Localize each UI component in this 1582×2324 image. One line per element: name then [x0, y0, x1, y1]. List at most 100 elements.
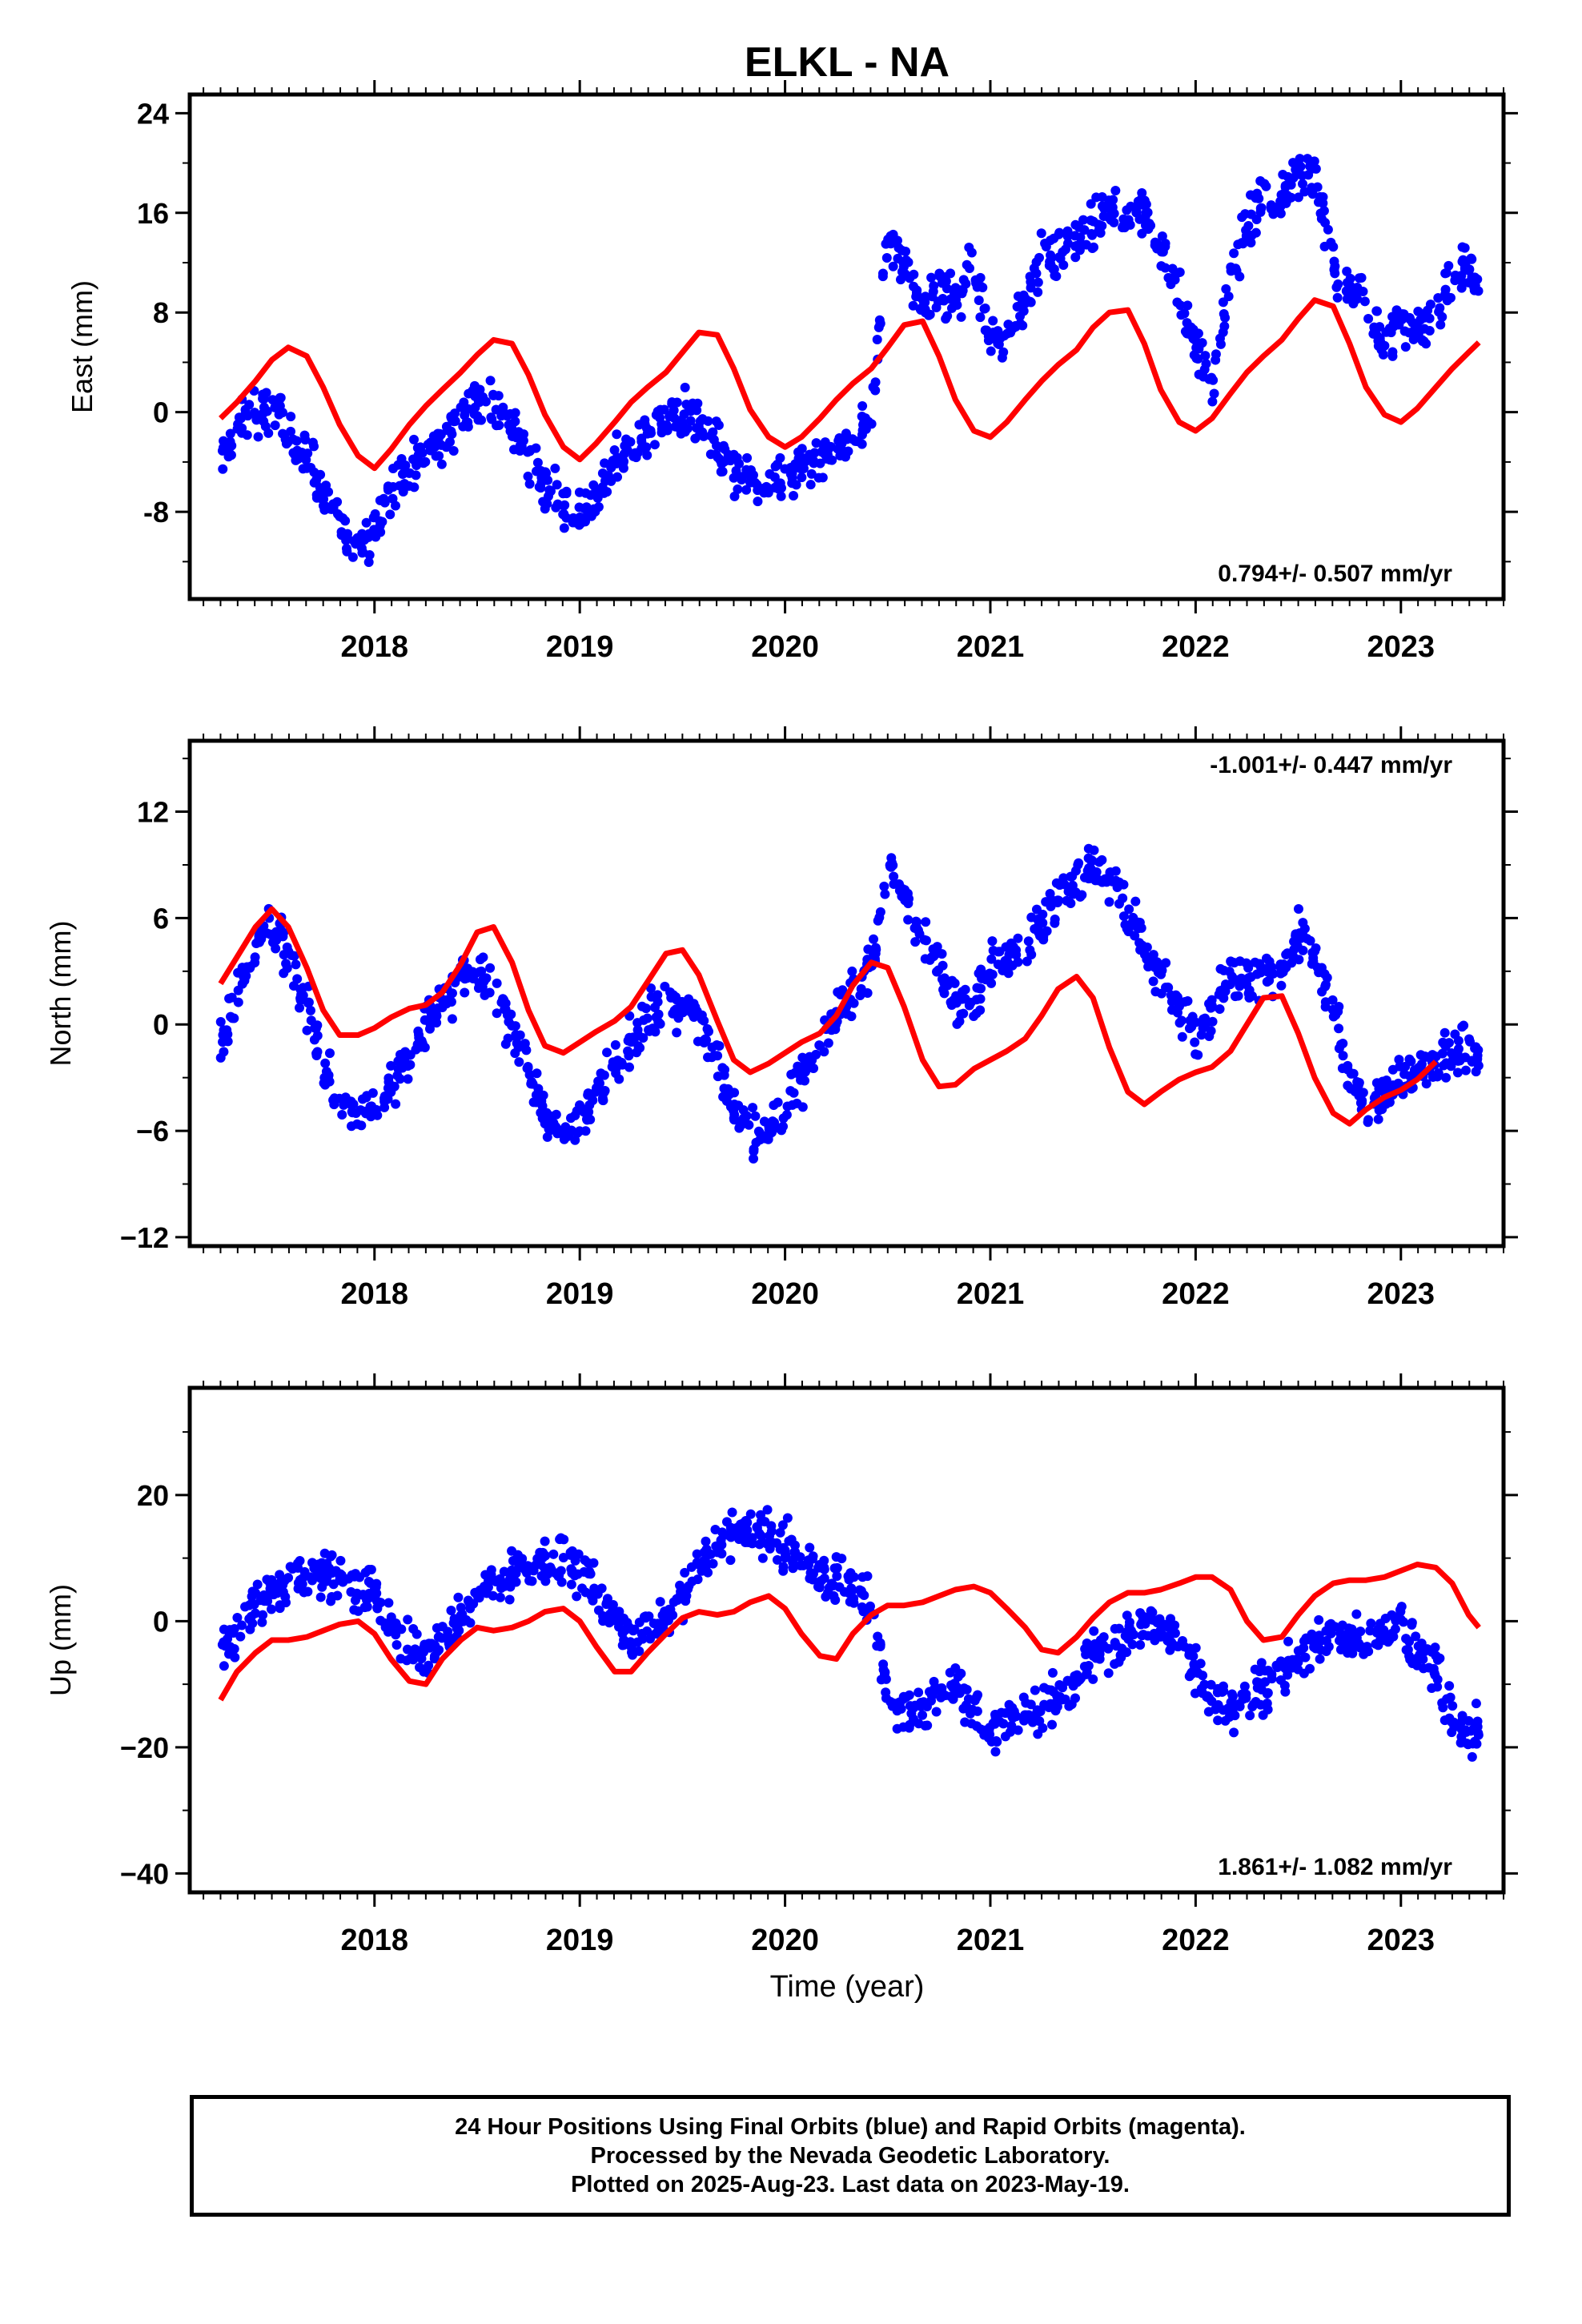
data-point — [215, 1016, 226, 1027]
x-tick-label: 2018 — [340, 1277, 408, 1311]
data-point — [218, 1037, 228, 1047]
data-point — [1241, 1689, 1251, 1699]
data-point — [293, 1562, 303, 1573]
data-point — [254, 931, 264, 941]
data-point — [979, 304, 990, 314]
data-point — [1213, 1715, 1223, 1726]
data-point — [1095, 1642, 1106, 1653]
data-point — [1227, 971, 1237, 982]
data-point — [379, 497, 390, 508]
x-tick-label: 2018 — [340, 630, 408, 664]
data-point — [1320, 979, 1331, 990]
data-point — [960, 984, 970, 995]
data-point — [561, 489, 572, 499]
data-point — [510, 416, 520, 427]
data-point — [971, 1008, 982, 1019]
data-point — [396, 1654, 406, 1664]
data-point — [781, 1550, 791, 1560]
data-point — [787, 472, 797, 483]
data-point — [777, 1520, 788, 1530]
data-point — [909, 1703, 919, 1713]
data-point — [1293, 168, 1303, 179]
data-point — [1215, 339, 1226, 349]
data-point — [750, 1111, 761, 1121]
x-tick-label: 2022 — [1162, 1277, 1230, 1311]
data-point — [585, 490, 596, 501]
data-point — [685, 406, 696, 416]
data-point — [1006, 328, 1016, 338]
data-point — [819, 1047, 829, 1057]
data-point — [1235, 956, 1245, 967]
data-point — [1334, 1023, 1344, 1034]
data-point — [910, 937, 921, 947]
x-tick-label: 2020 — [751, 630, 819, 664]
data-point — [491, 404, 501, 415]
data-point — [1398, 1617, 1408, 1627]
data-point — [811, 438, 821, 448]
data-point — [862, 987, 873, 998]
data-point — [775, 1527, 785, 1538]
data-point — [849, 1598, 859, 1608]
data-point — [849, 998, 859, 1008]
data-point — [879, 881, 889, 891]
data-point — [242, 430, 252, 440]
data-point — [511, 1577, 521, 1587]
data-point — [781, 1110, 792, 1120]
data-point — [403, 1614, 413, 1625]
data-point — [1373, 1640, 1383, 1651]
data-point — [1148, 976, 1158, 987]
data-point — [1371, 306, 1382, 316]
data-point — [1247, 991, 1257, 1001]
data-point — [580, 1126, 591, 1136]
data-point — [1411, 1631, 1421, 1642]
data-point — [526, 1562, 536, 1572]
data-point — [1347, 1624, 1357, 1634]
data-point — [646, 983, 656, 993]
data-point — [323, 487, 334, 497]
data-point — [388, 482, 399, 493]
data-point — [524, 1575, 535, 1586]
data-point — [1330, 268, 1340, 279]
model-line — [218, 1562, 1481, 1702]
data-point — [1083, 853, 1094, 863]
data-point — [635, 1043, 645, 1053]
data-point — [1260, 1677, 1271, 1687]
velocity-label: -1.001+/- 0.447 mm/yr — [1210, 752, 1452, 778]
data-point — [253, 413, 263, 424]
data-point — [1243, 963, 1254, 973]
data-point — [937, 949, 947, 959]
data-point — [454, 1626, 464, 1636]
data-point — [1337, 1620, 1347, 1630]
data-point — [1089, 845, 1099, 855]
data-point — [1320, 1002, 1331, 1012]
data-point — [346, 1121, 356, 1132]
data-point — [954, 1016, 965, 1027]
data-point — [1006, 940, 1016, 951]
data-point — [478, 952, 488, 963]
data-point — [1373, 1624, 1383, 1634]
data-point — [510, 408, 520, 418]
data-point — [1030, 924, 1040, 935]
data-point — [618, 463, 628, 473]
x-tick-label: 2022 — [1162, 630, 1230, 664]
data-point — [742, 452, 753, 463]
data-point — [302, 463, 312, 473]
data-point — [293, 1583, 303, 1594]
data-point — [1191, 1642, 1201, 1653]
data-point — [597, 1093, 608, 1104]
data-point — [1466, 253, 1476, 263]
data-point — [225, 428, 235, 439]
data-point — [1353, 1638, 1363, 1649]
data-point — [1263, 1688, 1273, 1699]
data-point — [754, 1528, 765, 1538]
data-point — [1400, 342, 1411, 352]
data-point — [544, 485, 555, 496]
data-point — [905, 1719, 915, 1730]
data-point — [1315, 1654, 1325, 1664]
data-point — [797, 444, 807, 454]
y-tick-label: −6 — [136, 1115, 169, 1148]
data-point — [1251, 193, 1261, 203]
data-point — [342, 1096, 352, 1106]
data-point — [232, 1612, 243, 1622]
data-point — [1039, 1699, 1050, 1710]
